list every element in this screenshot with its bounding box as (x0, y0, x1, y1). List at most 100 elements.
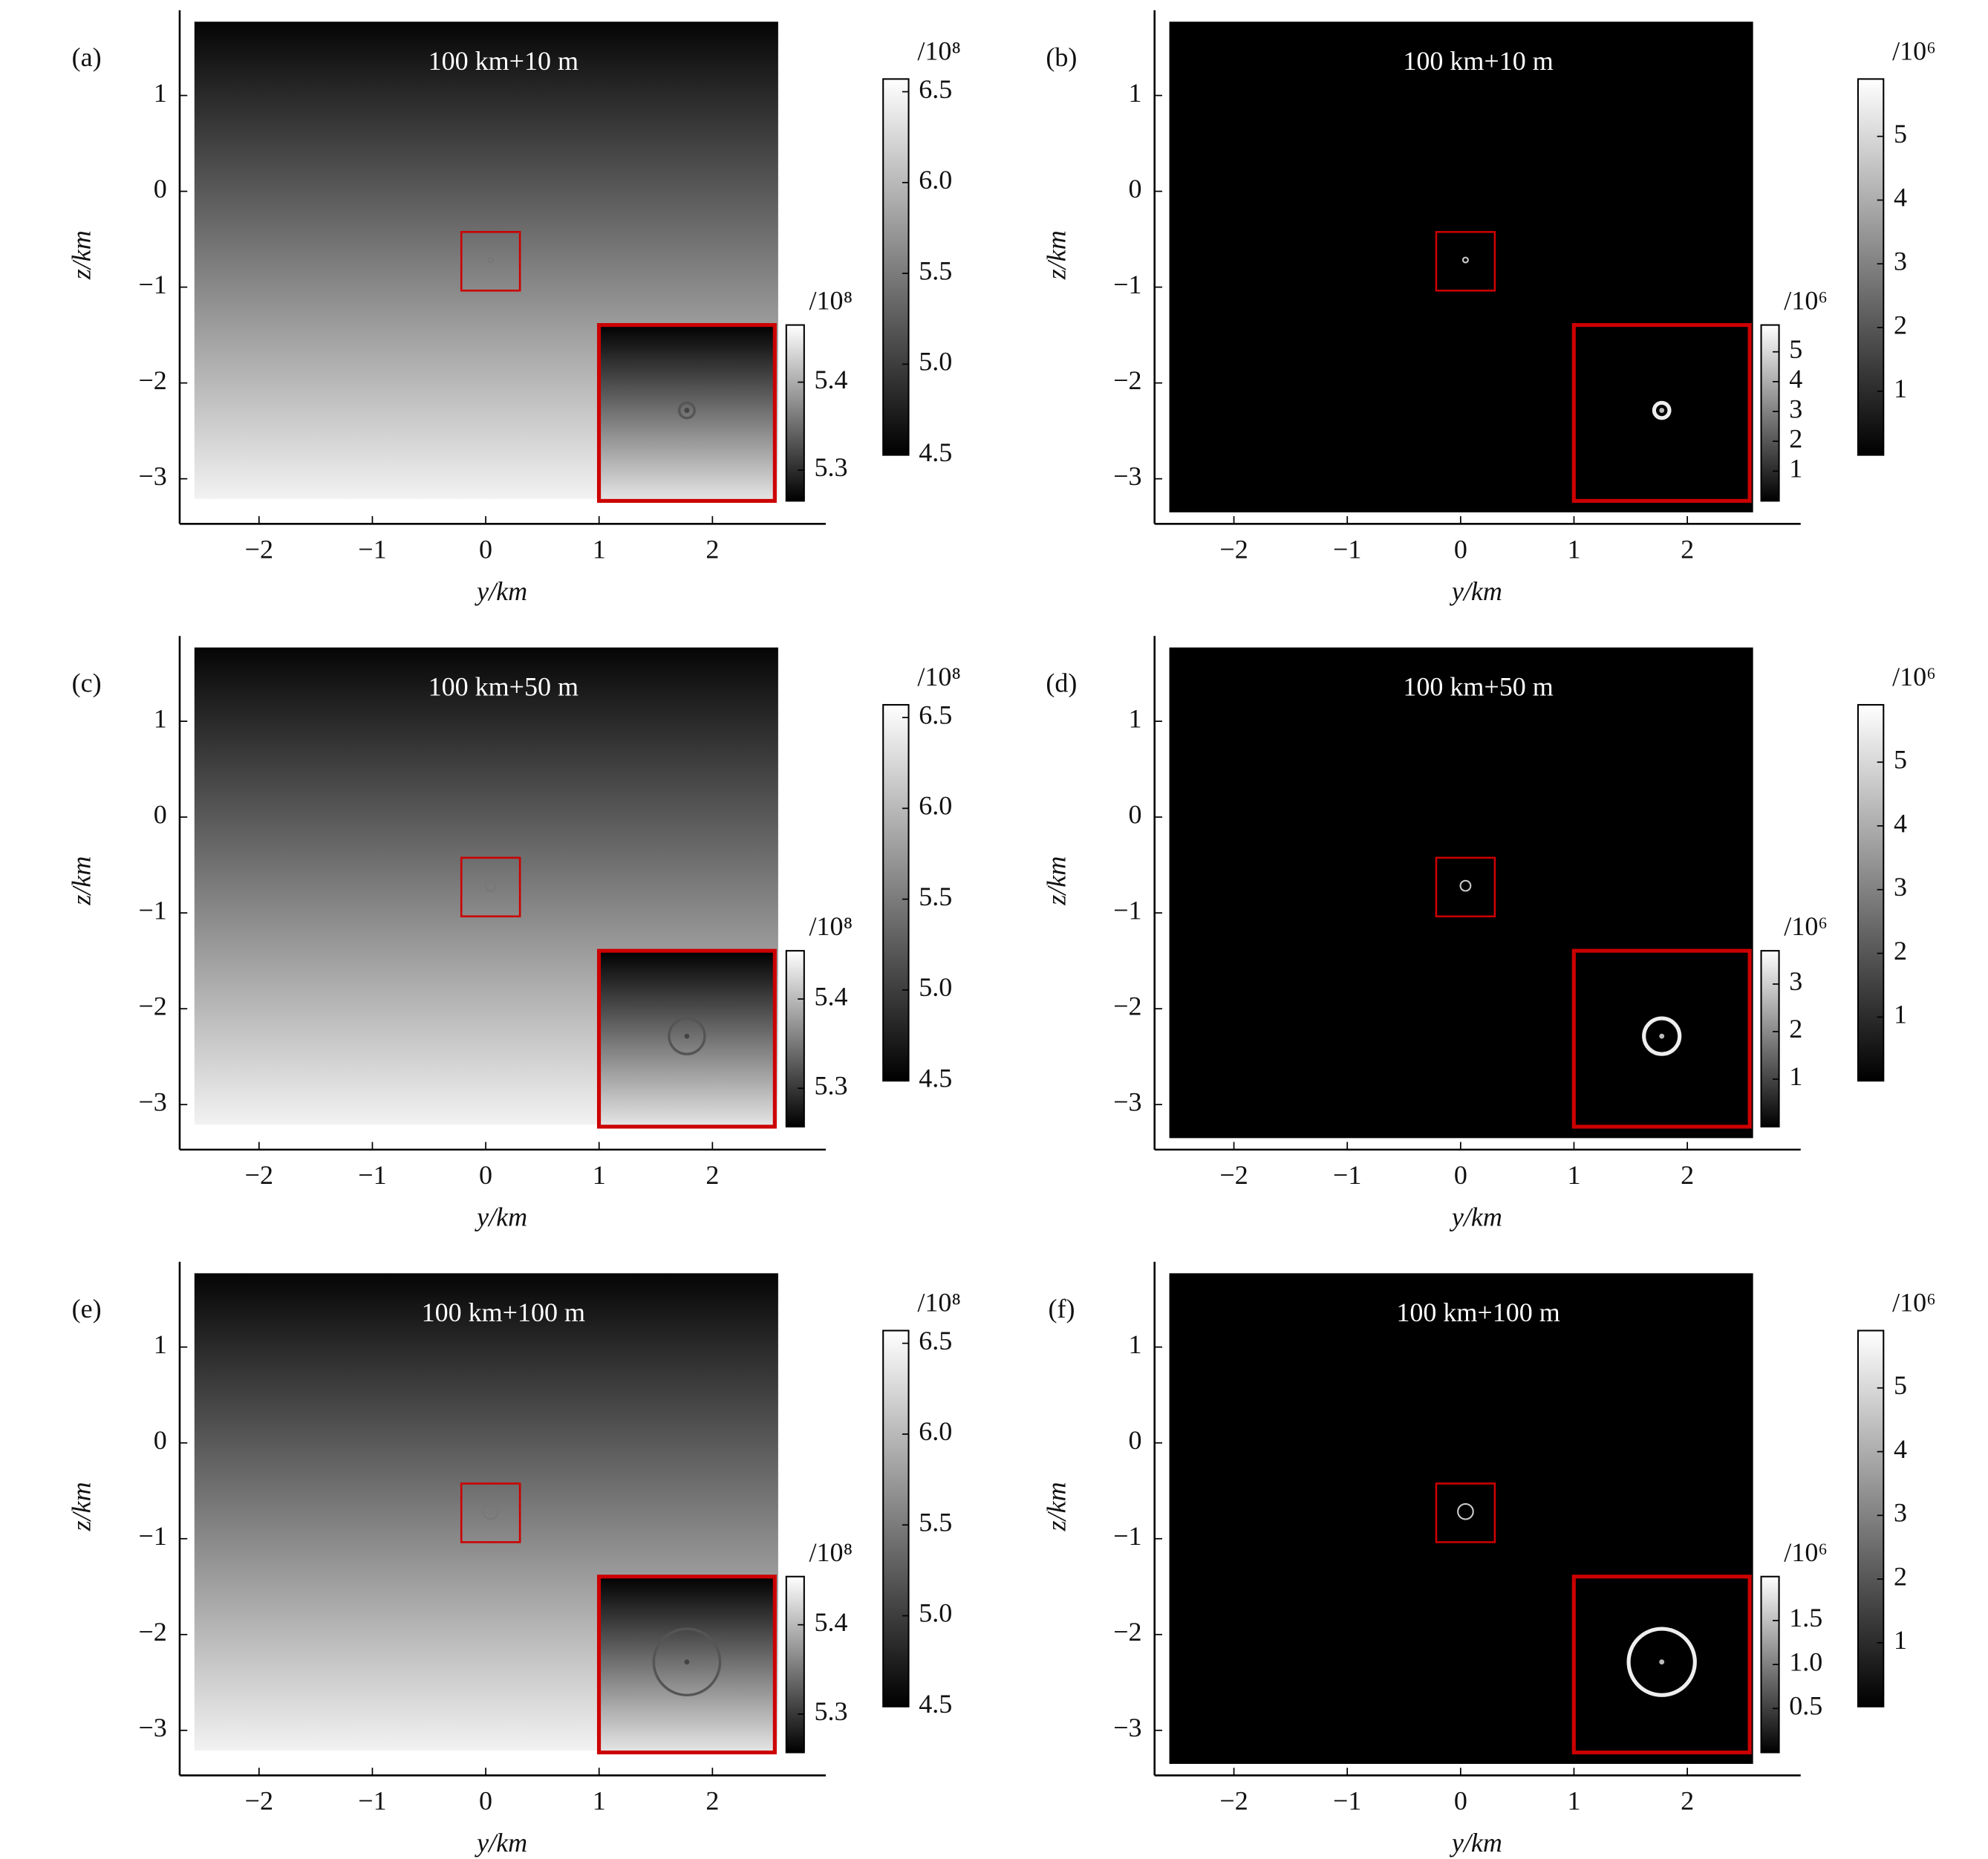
panel-label: (a) (72, 42, 102, 72)
colorbar-tick-label: 6.0 (919, 791, 952, 821)
x-tick-label: 0 (1454, 534, 1467, 564)
colorbar (882, 78, 910, 456)
inset-colorbar-label: /10⁸ (809, 286, 853, 316)
inset-center (1659, 1659, 1665, 1665)
panel-label: (d) (1046, 668, 1077, 697)
y-tick-label: −1 (138, 1521, 166, 1551)
colorbar-tick-label: 5.0 (919, 972, 952, 1002)
x-tick-label: 0 (479, 1785, 492, 1815)
x-tick-label: 2 (705, 1160, 719, 1190)
colorbar-tick-label: 5 (1894, 119, 1907, 149)
inset-colorbar-tick-label: 5 (1789, 334, 1802, 364)
inset-colorbar-tick-label: 5.4 (815, 365, 848, 394)
y-tick-label: −3 (1113, 1087, 1141, 1116)
colorbar-tick-label: 5.5 (919, 1507, 952, 1537)
colorbar-tick-label: 3 (1894, 1498, 1907, 1528)
x-axis-label: y/km (475, 1828, 527, 1858)
colorbar (1857, 703, 1885, 1082)
x-tick-label: 0 (479, 534, 492, 564)
x-tick-label: 1 (593, 1160, 606, 1190)
panel-title: 100 km+10 m (1403, 46, 1553, 76)
zoom-box (1435, 231, 1496, 292)
inset-colorbar (1760, 324, 1780, 502)
inset-feature (1642, 1016, 1682, 1056)
y-tick-label: −3 (138, 1713, 166, 1742)
y-tick-label: −2 (1113, 1617, 1141, 1647)
x-tick-label: 0 (1454, 1160, 1467, 1190)
x-tick-label: 0 (479, 1160, 492, 1190)
y-tick-label: 0 (1129, 1425, 1142, 1455)
y-tick-label: 1 (1129, 78, 1142, 108)
inset-feature (668, 1017, 706, 1055)
colorbar-label: /10⁸ (917, 1287, 961, 1317)
colorbar-tick-label: 1 (1894, 1000, 1907, 1029)
inset-colorbar-tick-label: 2 (1789, 1014, 1802, 1044)
colorbar-tick-label: 6.5 (919, 74, 952, 104)
inset-center (684, 408, 690, 413)
feature (482, 1502, 499, 1520)
y-axis-label: z/km (1041, 230, 1071, 280)
colorbar-label: /10⁶ (1892, 1287, 1936, 1317)
x-tick-label: −2 (245, 534, 273, 564)
panel-label: (b) (1046, 42, 1077, 72)
inset-colorbar-label: /10⁶ (1784, 286, 1828, 316)
inset-colorbar-label: /10⁸ (809, 1537, 853, 1567)
y-tick-label: 1 (154, 78, 167, 108)
x-tick-label: 1 (1567, 1160, 1580, 1190)
y-axis-label: z/km (67, 230, 97, 280)
x-tick-label: −2 (1219, 1160, 1248, 1190)
colorbar-tick-label: 5.0 (919, 347, 952, 377)
colorbar-tick-label: 5 (1894, 744, 1907, 774)
inset-colorbar-tick-label: 1 (1789, 454, 1802, 484)
y-tick-label: −1 (1113, 895, 1141, 925)
colorbar-tick-label: 5.5 (919, 882, 952, 911)
inset-center (1659, 408, 1665, 413)
inset-feature (677, 401, 696, 420)
x-tick-label: −1 (358, 1785, 386, 1815)
y-axis-label: z/km (67, 856, 97, 906)
x-tick-label: −2 (1219, 1785, 1248, 1815)
colorbar-tick-label: 5.5 (919, 255, 952, 285)
colorbar-tick-label: 3 (1894, 246, 1907, 276)
y-tick-label: −2 (138, 991, 166, 1020)
y-tick-label: −1 (1113, 270, 1141, 299)
colorbar-tick-label: 4 (1894, 183, 1907, 212)
y-tick-label: 0 (154, 174, 167, 204)
inset-colorbar-tick-label: 4 (1789, 364, 1802, 394)
colorbar-tick-label: 5 (1894, 1370, 1907, 1400)
x-axis-label: y/km (475, 576, 527, 606)
inset-center (684, 1033, 690, 1039)
y-tick-label: −2 (1113, 365, 1141, 395)
colorbar-tick-label: 4.5 (919, 1063, 952, 1093)
colorbar (882, 1329, 910, 1707)
colorbar-tick-label: 6.5 (919, 1326, 952, 1355)
colorbar-tick-label: 3 (1894, 872, 1907, 902)
panel-label: (f) (1048, 1294, 1075, 1324)
colorbar-label: /10⁸ (917, 662, 961, 691)
colorbar-label: /10⁸ (917, 36, 961, 65)
x-tick-label: 2 (705, 1785, 719, 1815)
x-tick-label: 2 (705, 534, 719, 564)
inset-colorbar-tick-label: 5.3 (815, 1071, 848, 1101)
zoom-box (460, 856, 521, 918)
colorbar (882, 703, 910, 1082)
inset-colorbar-label: /10⁶ (1784, 911, 1828, 941)
y-tick-label: 1 (1129, 703, 1142, 733)
panel-title: 100 km+50 m (1403, 672, 1553, 702)
inset-feature (1652, 400, 1672, 420)
panel-label: (c) (72, 668, 102, 697)
colorbar-tick-label: 1 (1894, 374, 1907, 403)
x-tick-label: 0 (1454, 1785, 1467, 1815)
inset-colorbar-tick-label: 5.4 (815, 1607, 848, 1637)
inset-colorbar (1760, 950, 1780, 1127)
x-axis-label: y/km (1450, 1202, 1502, 1232)
colorbar (1857, 1329, 1885, 1707)
colorbar-tick-label: 5.0 (919, 1598, 952, 1628)
colorbar-label: /10⁶ (1892, 36, 1936, 65)
x-tick-label: 1 (593, 1785, 606, 1815)
x-tick-label: 1 (1567, 534, 1580, 564)
zoom-box (460, 1482, 521, 1543)
colorbar-tick-label: 6.5 (919, 700, 952, 729)
colorbar-tick-label: 6.0 (919, 165, 952, 195)
x-tick-label: 2 (1681, 1785, 1694, 1815)
